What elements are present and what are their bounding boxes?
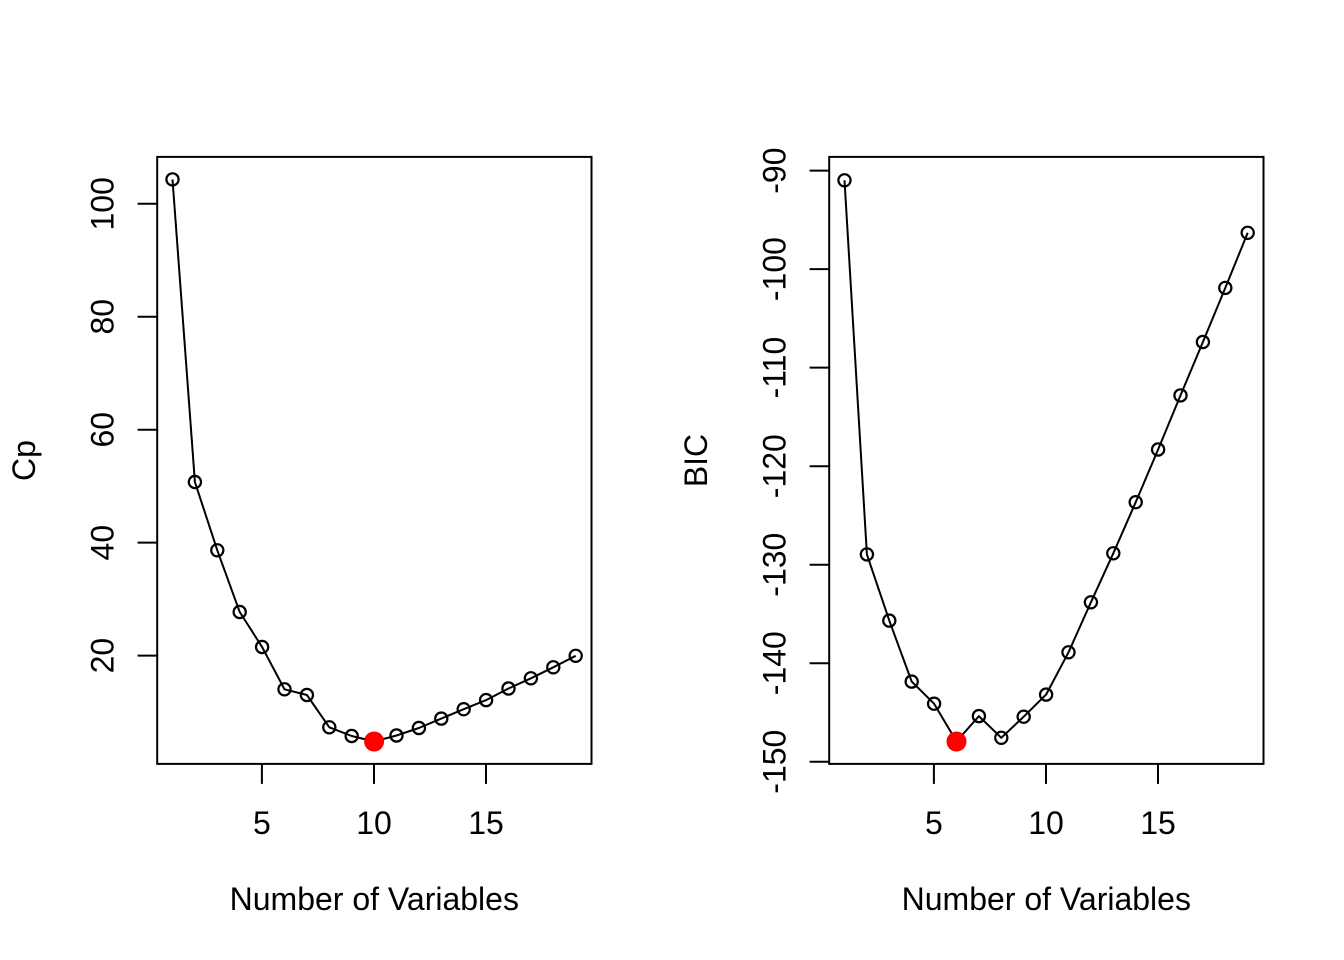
svg-text:15: 15 bbox=[468, 805, 504, 841]
svg-text:Number of Variables: Number of Variables bbox=[902, 881, 1191, 917]
svg-text:-120: -120 bbox=[756, 434, 792, 498]
svg-text:BIC: BIC bbox=[678, 434, 714, 487]
svg-text:20: 20 bbox=[84, 638, 120, 674]
svg-text:Number of Variables: Number of Variables bbox=[230, 881, 519, 917]
svg-text:10: 10 bbox=[1028, 805, 1064, 841]
svg-text:Cp: Cp bbox=[6, 440, 42, 481]
svg-text:10: 10 bbox=[356, 805, 392, 841]
svg-text:-130: -130 bbox=[756, 533, 792, 597]
svg-text:15: 15 bbox=[1140, 805, 1176, 841]
svg-text:100: 100 bbox=[84, 177, 120, 230]
svg-text:-110: -110 bbox=[756, 337, 792, 399]
svg-text:80: 80 bbox=[84, 299, 120, 335]
svg-text:5: 5 bbox=[253, 805, 271, 841]
svg-text:-140: -140 bbox=[756, 631, 792, 695]
svg-text:-100: -100 bbox=[756, 237, 792, 301]
svg-text:60: 60 bbox=[84, 412, 120, 448]
svg-text:-150: -150 bbox=[756, 730, 792, 794]
svg-text:-90: -90 bbox=[756, 147, 792, 193]
svg-text:5: 5 bbox=[925, 805, 943, 841]
svg-text:40: 40 bbox=[84, 525, 120, 561]
